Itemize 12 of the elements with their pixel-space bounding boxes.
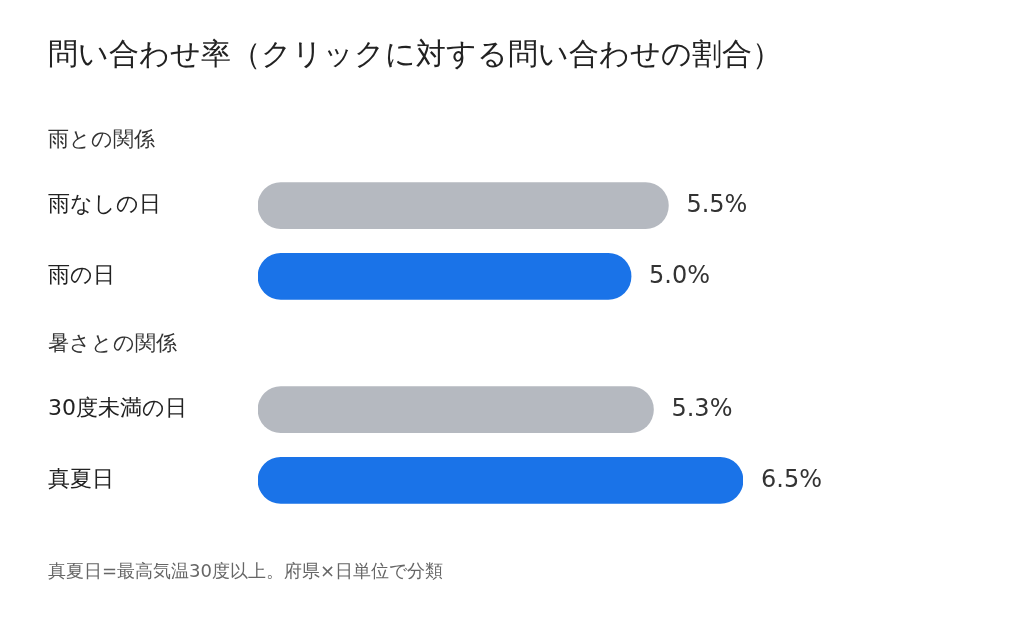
y-tick-label: 雨なしの日 [48, 191, 161, 217]
y-tick-label: 真夏日 [48, 466, 114, 492]
chart-subtitle: 暑さとの関係 [48, 330, 178, 357]
data-label: 6.5% [761, 464, 822, 493]
chart-title: 問い合わせ率（クリックに対する問い合わせの割合） [48, 35, 783, 73]
chart-subtitle: 雨との関係 [48, 126, 156, 153]
y-tick-label: 雨の日 [48, 262, 115, 288]
text: 真夏日=最高気温30度以上。府県×日単位で分類 [48, 559, 445, 583]
y-tick-label: 30度未満の日 [48, 395, 187, 421]
data-label: 5.0% [649, 260, 711, 289]
data-label: 5.5% [686, 189, 748, 218]
data-label: 5.3% [671, 393, 733, 422]
